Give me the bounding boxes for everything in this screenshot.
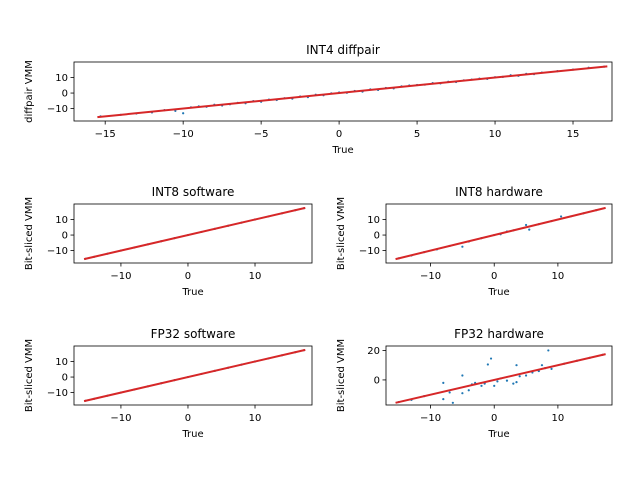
y-tick-label: 10 bbox=[367, 215, 380, 226]
y-tick-label: 0 bbox=[374, 375, 380, 386]
data-point bbox=[480, 384, 483, 387]
x-axis-label: True bbox=[331, 145, 353, 156]
x-tick-label: 10 bbox=[249, 271, 262, 282]
y-tick-label: 20 bbox=[367, 346, 380, 357]
subplot-1: −15 −10 −5 0 5 10 15 −10 0 10 INT4 diffpair True dif… bbox=[24, 43, 613, 156]
x-axis-label: True bbox=[487, 287, 509, 298]
data-point bbox=[559, 215, 563, 218]
axes-frame bbox=[73, 345, 313, 406]
data-point bbox=[489, 357, 493, 360]
x-tick-label: 10 bbox=[489, 129, 502, 140]
chart-title: INT8 software bbox=[152, 185, 235, 199]
x-tick-label: 0 bbox=[185, 413, 191, 424]
x-axis-label: True bbox=[181, 287, 203, 298]
fit-line bbox=[395, 206, 606, 261]
data-point bbox=[512, 382, 515, 385]
y-axis-label: Bit-sliced VMM bbox=[24, 197, 35, 270]
y-axis-label: Bit-sliced VMM bbox=[336, 197, 347, 270]
x-tick-label: 0 bbox=[185, 271, 191, 282]
y-tick-label: 10 bbox=[55, 73, 68, 84]
subplot-4: −10 0 10 −10 0 10 FP32 software True Bit-sliced … bbox=[24, 327, 313, 440]
data-point bbox=[448, 391, 451, 394]
y-tick-label: 0 bbox=[62, 89, 68, 100]
axes-frame bbox=[73, 61, 613, 122]
x-tick-label: −15 bbox=[95, 129, 116, 140]
data-point bbox=[486, 363, 489, 366]
x-tick-label: −10 bbox=[420, 413, 441, 424]
y-tick-label: 10 bbox=[55, 215, 68, 226]
data-point bbox=[461, 245, 464, 248]
data-point bbox=[550, 367, 553, 370]
data-point bbox=[524, 374, 528, 377]
fit-line bbox=[83, 348, 306, 403]
y-tick-label: 0 bbox=[374, 231, 380, 242]
x-tick-label: 10 bbox=[249, 413, 262, 424]
x-axis-label: True bbox=[181, 429, 203, 440]
data-point bbox=[515, 381, 518, 384]
y-tick-label: 0 bbox=[62, 373, 68, 384]
fit-line bbox=[83, 206, 306, 261]
data-point bbox=[524, 223, 528, 227]
data-point bbox=[540, 364, 544, 367]
x-tick-label: 0 bbox=[336, 129, 342, 140]
x-tick-label: 10 bbox=[552, 271, 565, 282]
x-tick-label: 10 bbox=[552, 413, 565, 424]
data-point bbox=[496, 380, 499, 383]
data-point bbox=[493, 384, 496, 387]
data-point bbox=[467, 389, 470, 392]
x-tick-label: −5 bbox=[254, 129, 269, 140]
y-tick-label: −10 bbox=[47, 246, 68, 257]
data-point bbox=[505, 379, 509, 382]
subplot-5: −10 0 10 0 20 FP32 hardware True Bit-sliced VMM bbox=[336, 327, 613, 440]
chart-title: INT8 hardware bbox=[455, 185, 543, 199]
y-tick-label: −10 bbox=[47, 104, 68, 115]
axes-frame bbox=[73, 203, 313, 264]
axes-frame bbox=[385, 203, 613, 264]
y-axis-label: diffpair VMM bbox=[24, 60, 35, 123]
data-point bbox=[461, 392, 464, 395]
chart-title: INT4 diffpair bbox=[306, 43, 380, 57]
x-tick-label: 0 bbox=[491, 413, 497, 424]
subplot-3: −10 0 10 −10 0 10 INT8 hardware True Bit-sliced … bbox=[336, 185, 613, 298]
x-tick-label: −10 bbox=[110, 413, 131, 424]
y-axis-label: Bit-sliced VMM bbox=[24, 339, 35, 412]
x-tick-label: 5 bbox=[414, 129, 420, 140]
x-tick-label: −10 bbox=[420, 271, 441, 282]
data-point bbox=[451, 401, 454, 404]
axes-frame bbox=[385, 345, 613, 406]
fit-line bbox=[395, 353, 606, 404]
fit-line bbox=[97, 65, 608, 119]
data-point bbox=[518, 375, 521, 378]
data-point bbox=[547, 349, 550, 352]
data-point bbox=[515, 364, 518, 367]
y-tick-label: −10 bbox=[47, 388, 68, 399]
chart-title: FP32 software bbox=[151, 327, 236, 341]
x-tick-label: 15 bbox=[567, 129, 580, 140]
chart-title: FP32 hardware bbox=[454, 327, 544, 341]
x-tick-label: −10 bbox=[173, 129, 194, 140]
data-point bbox=[442, 398, 445, 401]
subplot-2: −10 0 10 −10 0 10 INT8 software True Bit-sliced … bbox=[24, 185, 313, 298]
x-axis-label: True bbox=[487, 429, 509, 440]
y-tick-label: −10 bbox=[359, 246, 380, 257]
x-tick-label: 0 bbox=[491, 271, 497, 282]
x-tick-label: −10 bbox=[110, 271, 131, 282]
y-axis-label: Bit-sliced VMM bbox=[336, 339, 347, 412]
y-tick-label: 10 bbox=[55, 357, 68, 368]
data-point bbox=[442, 381, 445, 384]
data-point bbox=[182, 112, 185, 115]
data-point bbox=[528, 228, 531, 231]
data-point bbox=[461, 374, 464, 377]
y-tick-label: 0 bbox=[62, 231, 68, 242]
